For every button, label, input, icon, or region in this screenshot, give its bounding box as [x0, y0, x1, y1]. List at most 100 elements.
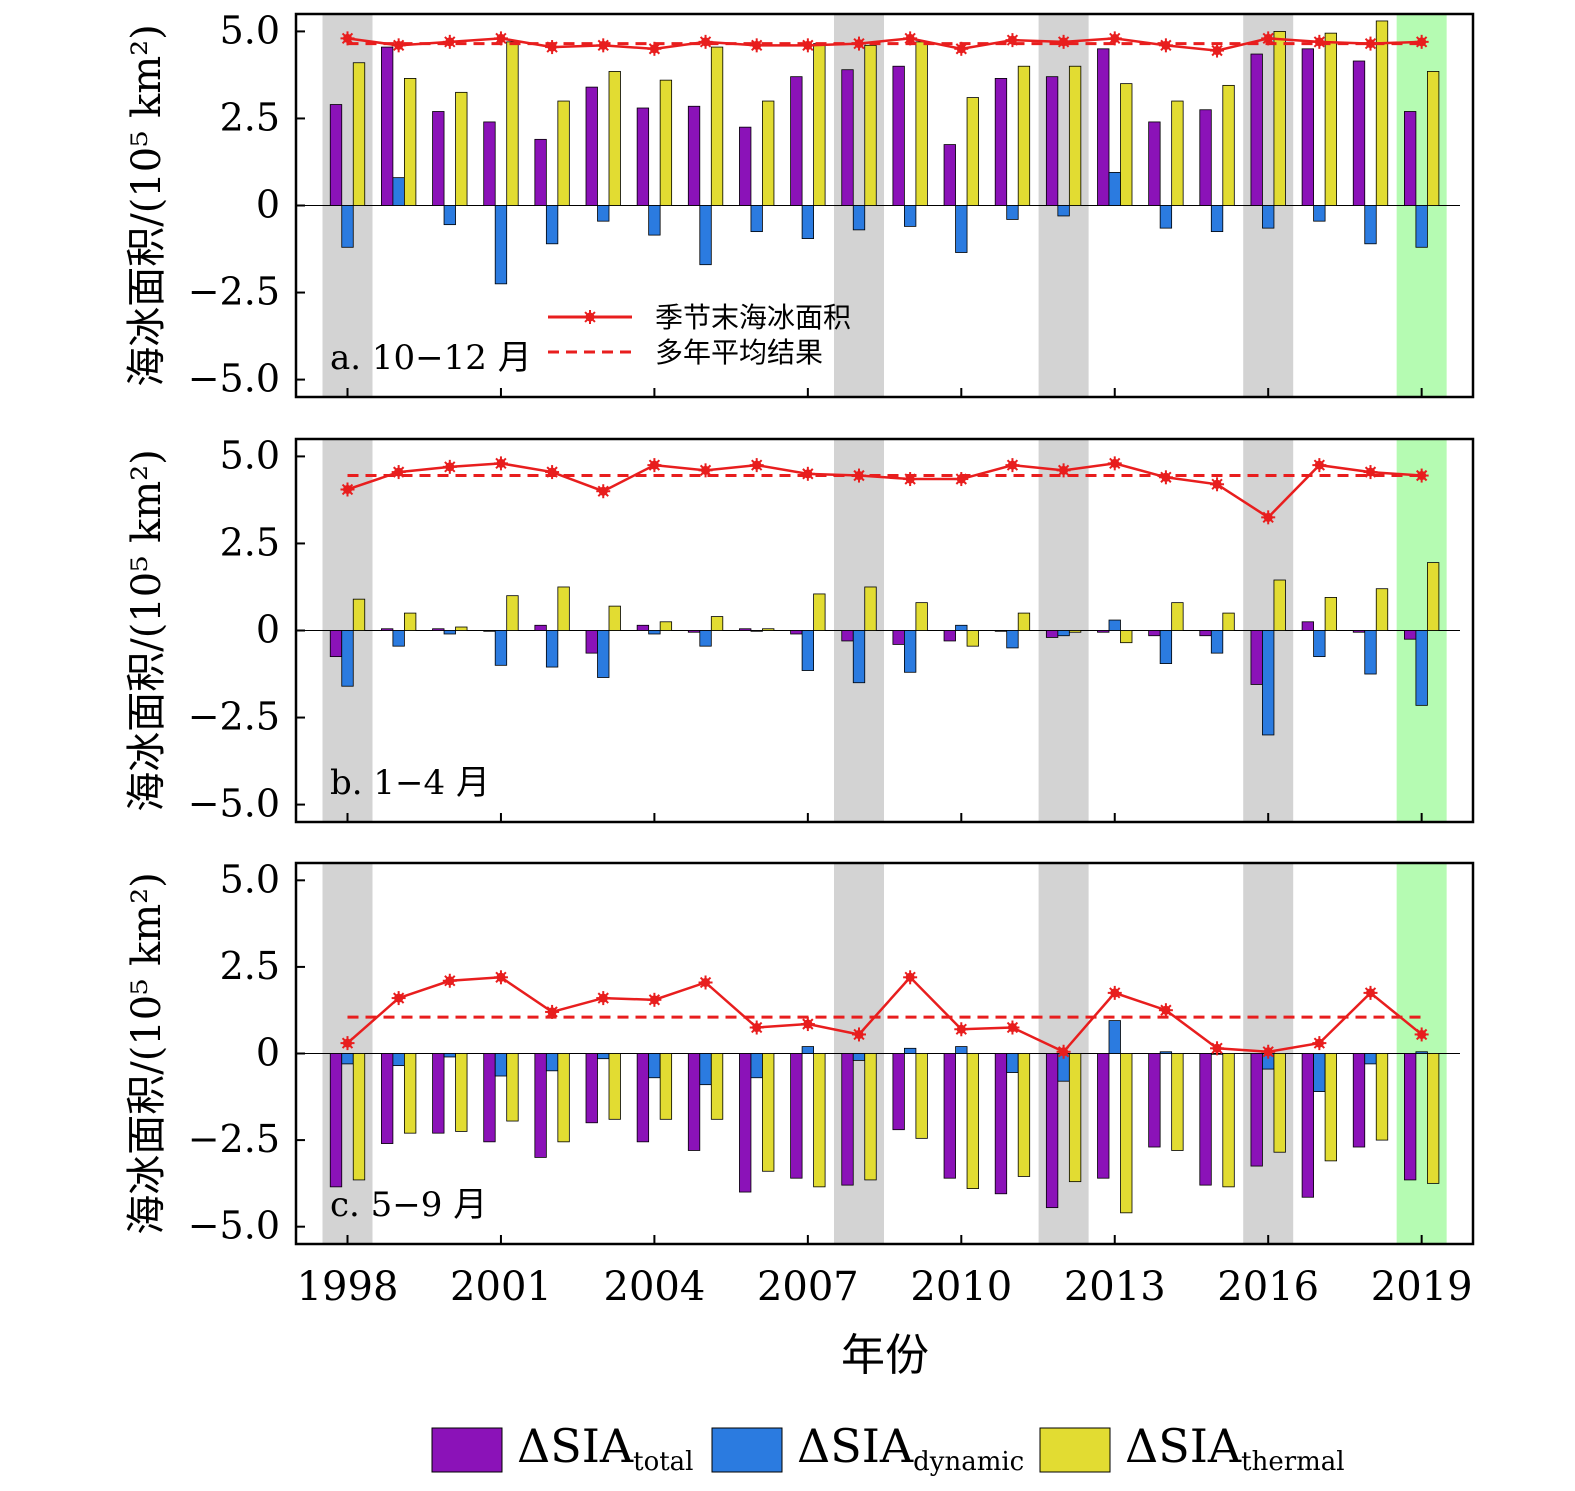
line-marker [1210, 1041, 1225, 1056]
marker-ray [751, 459, 763, 471]
bar-thermal [557, 586, 570, 631]
line-marker [391, 38, 406, 53]
legend-label-thermal: ΔSIAthermal [1125, 1419, 1345, 1477]
bar-thermal [506, 41, 519, 206]
marker-ray [1313, 1037, 1326, 1049]
x-tick-label: 2010 [910, 1264, 1012, 1310]
line-marker [1414, 468, 1429, 483]
line-marker [442, 459, 457, 474]
line-marker [340, 31, 355, 46]
marker-ray [1109, 457, 1121, 470]
bar-dynamic [545, 1053, 559, 1072]
bar-total [1199, 109, 1212, 206]
line-marker [800, 38, 815, 53]
bar-total [534, 138, 547, 206]
panel-a: 5.0 2.5 0 −2.5 −5.0 a. 10−12 月 海冰面积/(10⁵ km²) 季… [124, 8, 1475, 401]
line-marker [596, 991, 611, 1006]
marker-ray [1211, 1042, 1223, 1054]
line-marker [340, 482, 355, 497]
bar-total [892, 630, 905, 645]
line-marker [954, 472, 969, 487]
line-marker [391, 991, 406, 1006]
x-tick-label: 2016 [1217, 1264, 1319, 1310]
bar-total [1250, 1053, 1263, 1167]
marker-ray [802, 468, 814, 480]
line-marker [749, 38, 764, 53]
bar-thermal [1068, 65, 1082, 206]
y-axis-title: 海冰面积/(10⁵ km²) [124, 24, 170, 387]
marker-ray [853, 37, 865, 50]
bar-dynamic [341, 630, 354, 687]
bar-total [1045, 630, 1059, 638]
bar-total [892, 1053, 905, 1131]
bar-total [380, 1053, 394, 1144]
marker-ray [751, 1021, 763, 1034]
marker-ray [1415, 469, 1428, 482]
x-tick-label: 2007 [757, 1264, 859, 1310]
line-marker [647, 41, 662, 56]
line-marker [545, 40, 560, 55]
bar-total [329, 630, 343, 658]
marker-ray [699, 36, 712, 48]
y-tick-label: 0 [256, 608, 280, 652]
bar-thermal [608, 71, 621, 206]
bar-total [994, 78, 1008, 206]
bar-total [432, 111, 445, 206]
bar-total [739, 126, 752, 206]
legend-label-main: ΔSIA [797, 1419, 914, 1473]
marker-ray [1313, 36, 1326, 48]
bar-thermal [506, 595, 519, 631]
marker-ray [648, 43, 661, 55]
bar-dynamic [801, 630, 814, 671]
bar-dynamic [545, 205, 559, 245]
bar-total [380, 46, 394, 206]
bar-thermal [1017, 65, 1031, 206]
marker-ray [802, 39, 814, 51]
marker-ray [341, 483, 354, 496]
bar-thermal [455, 91, 468, 206]
bar-dynamic [597, 205, 610, 222]
bar-dynamic [648, 630, 661, 635]
bar-total [534, 624, 547, 631]
marker-ray [392, 466, 405, 478]
bar-total [841, 1053, 854, 1186]
y-axis-title: 海冰面积/(10⁵ km²) [124, 872, 170, 1235]
bar-thermal [1171, 602, 1184, 631]
marker-ray [853, 1028, 865, 1041]
line-marker [442, 973, 457, 988]
bar-total [1045, 76, 1059, 206]
x-tick-label: 1998 [297, 1264, 399, 1310]
line-marker [698, 975, 713, 990]
bar-dynamic [443, 630, 456, 635]
line-marker [391, 465, 406, 480]
season-end-line [346, 975, 1423, 1054]
bar-total [585, 86, 598, 206]
bar-thermal [1375, 1053, 1389, 1141]
bar-thermal [1068, 1053, 1082, 1183]
bar-total [483, 121, 496, 206]
bar-total [943, 630, 956, 642]
y-tick-label: −5.0 [188, 357, 280, 401]
line-marker [1107, 456, 1122, 471]
bar-thermal [403, 612, 417, 631]
bar-dynamic [1006, 1053, 1019, 1073]
line-marker [647, 458, 662, 473]
marker-ray [1160, 39, 1172, 51]
line-marker [1312, 458, 1327, 473]
y-tick-label: −2.5 [188, 1117, 280, 1161]
bar-thermal [1324, 597, 1337, 631]
bar-dynamic [1415, 205, 1428, 248]
bar-thermal [1171, 100, 1184, 206]
bar-total [790, 76, 803, 206]
line-marker [1005, 33, 1020, 48]
marker-ray [955, 473, 967, 485]
bar-thermal [1120, 630, 1133, 644]
marker-ray [1006, 34, 1019, 46]
bar-total [1148, 121, 1161, 206]
bar-total [739, 1053, 752, 1193]
line-marker [442, 34, 457, 49]
bar-dynamic [648, 205, 661, 236]
marker-ray [1313, 459, 1326, 471]
y-tick-label: −5.0 [188, 1204, 280, 1248]
